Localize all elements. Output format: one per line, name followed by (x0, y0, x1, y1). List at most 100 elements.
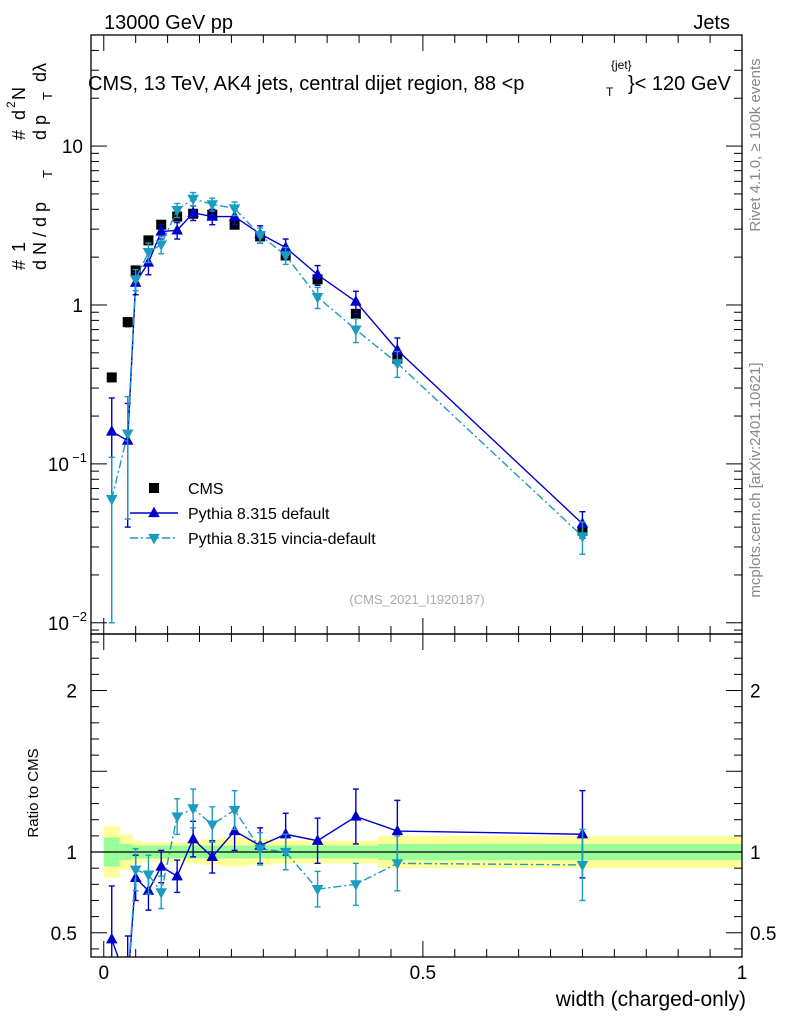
main-point (142, 248, 155, 259)
ratio-point (576, 860, 589, 872)
ratio-point (142, 870, 155, 881)
ratio-series-line (128, 807, 583, 957)
header-left: 13000 GeV pp (104, 12, 233, 34)
legend-marker (148, 533, 160, 545)
main-point (187, 206, 199, 217)
legend-entry-2: Pythia 8.315 vincia-default (130, 531, 376, 548)
title-main: CMS, 13 TeV, AK4 jets, central dijet reg… (88, 73, 524, 95)
legend-label: CMS (188, 481, 224, 498)
ylabel-num-d: d (9, 110, 29, 120)
ylabel-num-n: N (9, 87, 29, 100)
main-point (279, 241, 292, 252)
ratio-point (311, 834, 324, 845)
main-point (171, 223, 183, 235)
ratio-ylabel: Ratio to CMS (25, 748, 42, 837)
main-series-line (111, 198, 583, 537)
main-point (105, 425, 118, 436)
ylabel-one: 1 (9, 242, 29, 252)
main-ytick-exponent: −1 (72, 450, 87, 465)
main-point (311, 293, 324, 304)
main-ytick-exponent: −2 (72, 609, 87, 624)
legend-entry-1: Pythia 8.315 default (130, 506, 330, 523)
ylabel-dpt-sub: T (40, 92, 55, 100)
mcplots-label: mcplots.cern.ch [arXiv:2401.10621] (747, 362, 764, 597)
ylabel-den: d N / d p (30, 202, 50, 270)
ratio-series-0 (105, 788, 589, 957)
header-right: Jets (693, 12, 730, 34)
legend-marker (148, 506, 160, 518)
main-series-1 (105, 205, 589, 540)
main-point (576, 532, 589, 543)
main-point (121, 429, 134, 440)
ratio-bands (91, 826, 742, 878)
ratio-point (279, 827, 292, 839)
main-series-2 (105, 191, 589, 624)
main-ytick-label: 10 (48, 455, 69, 476)
main-point (155, 240, 167, 251)
ratio-point (254, 844, 266, 856)
ylabel-hash-2: # (9, 130, 29, 140)
main-ytick-label: 10 (62, 137, 83, 158)
rivet-label: Rivet 4.1.0, ≥ 100k events (747, 58, 764, 231)
ratio-point (350, 880, 362, 891)
main-title: CMS, 13 TeV, AK4 jets, central dijet reg… (88, 58, 732, 99)
ratio-ytick-label: 1 (66, 843, 77, 864)
xlabel: width (charged-only) (555, 988, 746, 1011)
ratio-series-1 (122, 788, 589, 987)
ratio-series-layer (105, 788, 589, 987)
ratio-point (279, 847, 292, 859)
ratio-frame (90, 633, 743, 958)
ratio-point (155, 888, 167, 899)
main-point (187, 194, 199, 206)
ratio-point (391, 824, 404, 836)
main-series-line (111, 212, 583, 525)
main-point (254, 231, 266, 242)
main-point (391, 359, 404, 370)
ratio-point (350, 810, 362, 821)
ratio-ytick-label: 2 (66, 682, 77, 703)
main-point (279, 251, 292, 262)
main-series-layer (105, 191, 589, 624)
ratio-point (129, 865, 142, 877)
legend-marker (149, 483, 159, 493)
legend-entry-0: CMS (149, 481, 224, 498)
ratio-point (187, 832, 199, 844)
main-point (105, 495, 118, 506)
main-point (206, 200, 219, 211)
ratio-point (391, 859, 404, 870)
xtick-label: 0 (98, 963, 109, 984)
ratio-ytick-label: 0.5 (51, 924, 77, 945)
main-point (171, 206, 183, 217)
main-ytick-label: 10 (48, 614, 69, 635)
legend-label: Pythia 8.315 vincia-default (188, 531, 376, 548)
main-point (228, 204, 241, 215)
analysis-watermark: (CMS_2021_I1920187) (349, 592, 484, 607)
ratio-ytick-label-right: 2 (750, 682, 761, 703)
main-point (206, 210, 219, 221)
title-sup: {jet} (611, 58, 632, 72)
main-point (122, 317, 133, 328)
ratio-point (122, 977, 134, 987)
ylabel-dpt: d p (30, 115, 50, 140)
ylabel-num-sup: 2 (4, 101, 18, 108)
ratio-point (105, 932, 118, 944)
ratio-point (228, 805, 241, 817)
ratio-ytick-label-right: 1 (750, 843, 761, 864)
ratio-point (171, 812, 183, 823)
legend: CMS Pythia 8.315 default Pythia 8.315 vinc… (130, 481, 376, 548)
ylabel-hash: # (9, 260, 29, 270)
ratio-point (171, 869, 183, 881)
ratio-point (311, 885, 324, 896)
main-point (129, 275, 142, 286)
title-sub: T (606, 85, 614, 99)
main-point (350, 295, 362, 306)
main-point (143, 235, 154, 246)
legend-label: Pythia 8.315 default (188, 506, 330, 523)
main-point (350, 325, 362, 336)
ylabel-den-sub: T (40, 170, 55, 178)
ratio-point (206, 820, 219, 831)
main-point (155, 225, 167, 236)
main-ylabel: # 1 d N / d p T # d 2 N d p T dλ (4, 63, 55, 270)
